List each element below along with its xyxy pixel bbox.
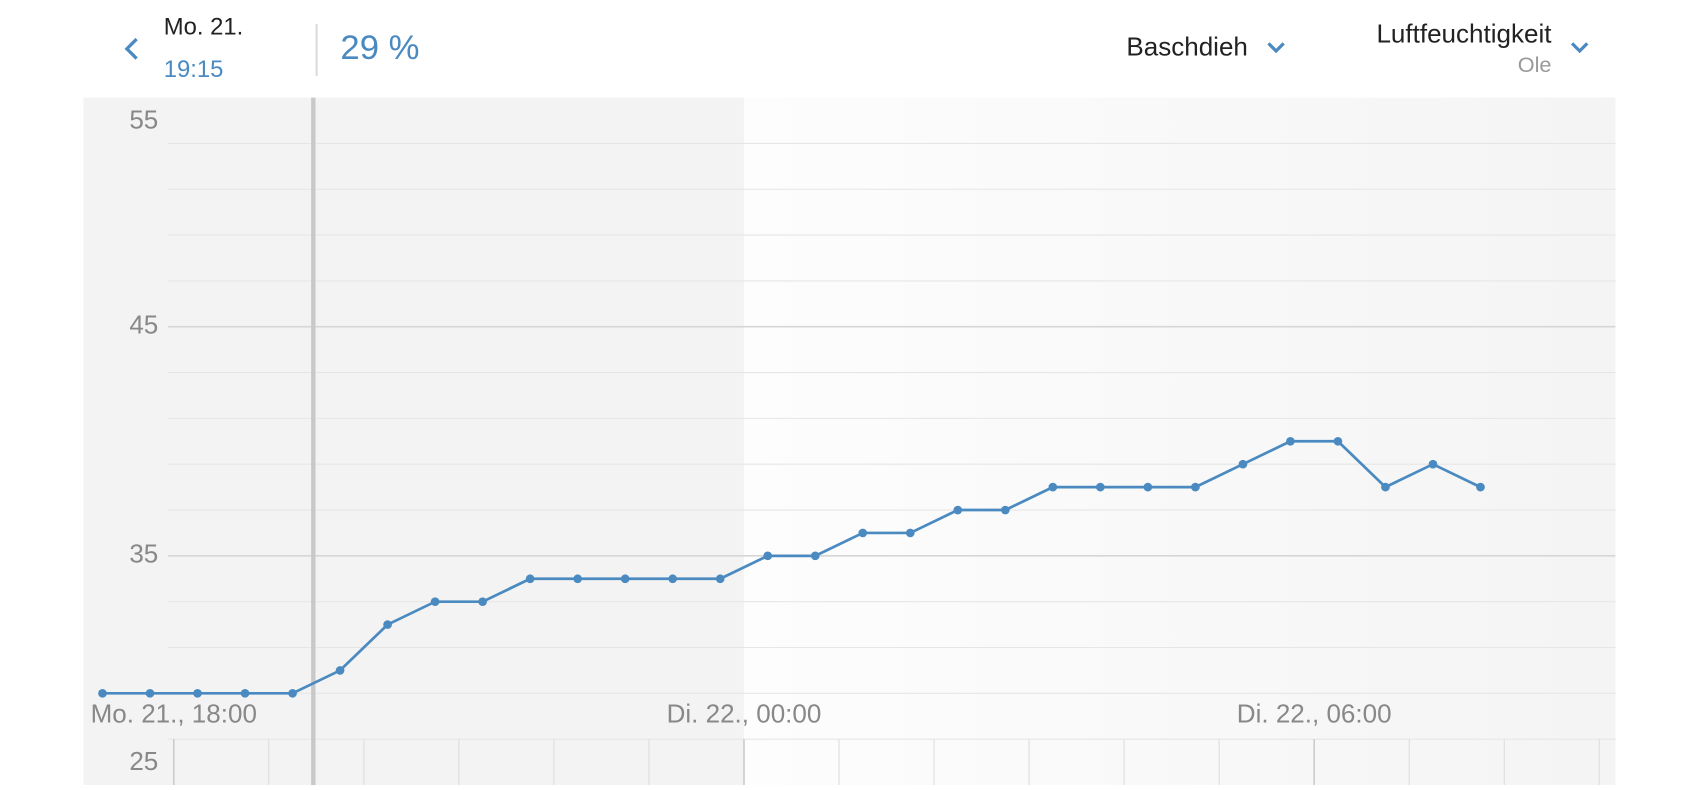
point (145, 688, 155, 698)
point (193, 688, 202, 698)
point (1048, 482, 1058, 492)
point (1333, 436, 1343, 446)
y-tick-label: 55 (129, 104, 158, 134)
metric-chevron[interactable] (1570, 42, 1589, 54)
point (525, 574, 535, 584)
point (1476, 482, 1485, 492)
point (1428, 459, 1438, 469)
plot-bg (743, 97, 1616, 785)
point (1096, 482, 1105, 492)
point (715, 574, 725, 584)
y-tick-label: 35 (129, 539, 158, 569)
point (383, 620, 392, 629)
room: Ole (1518, 52, 1552, 77)
point (335, 666, 345, 675)
current-value: 29 % (340, 29, 419, 67)
point (573, 574, 582, 584)
point (430, 597, 440, 607)
date: Mo. 21. (164, 14, 244, 41)
point (858, 528, 868, 538)
point (1000, 505, 1010, 515)
point (288, 688, 297, 698)
x-tick-label: Di. 22., 00:00 (667, 698, 822, 728)
point (98, 688, 107, 698)
point (1286, 436, 1295, 446)
point (1143, 482, 1153, 492)
plot-bg-past (83, 97, 744, 785)
series-line (102, 439, 1482, 695)
metric-selector[interactable]: Luftfeuchtigkeit (1376, 19, 1552, 49)
point (1238, 459, 1248, 469)
point (763, 551, 773, 561)
device-selector[interactable]: Baschdieh (1126, 32, 1248, 62)
point (668, 574, 678, 584)
x-tick-label: Mo. 21., 18:00 (91, 698, 257, 728)
point (810, 551, 820, 561)
point (905, 528, 915, 538)
point (1381, 482, 1390, 492)
point (620, 574, 630, 584)
y-tick-label: 45 (129, 310, 158, 340)
y-tick-label: 25 (129, 746, 158, 776)
back-button[interactable] (124, 37, 138, 60)
point (1191, 482, 1200, 492)
x-tick-label: Di. 22., 06:00 (1237, 698, 1392, 728)
device-chevron[interactable] (1267, 42, 1285, 54)
time: 19:15 (164, 56, 224, 83)
point (478, 597, 487, 607)
point (953, 505, 963, 515)
point (240, 688, 250, 698)
chart: 25 35 45 55 Mo. 21., 18:00 Di. 22., 00:00 Di. … (83, 97, 1616, 785)
